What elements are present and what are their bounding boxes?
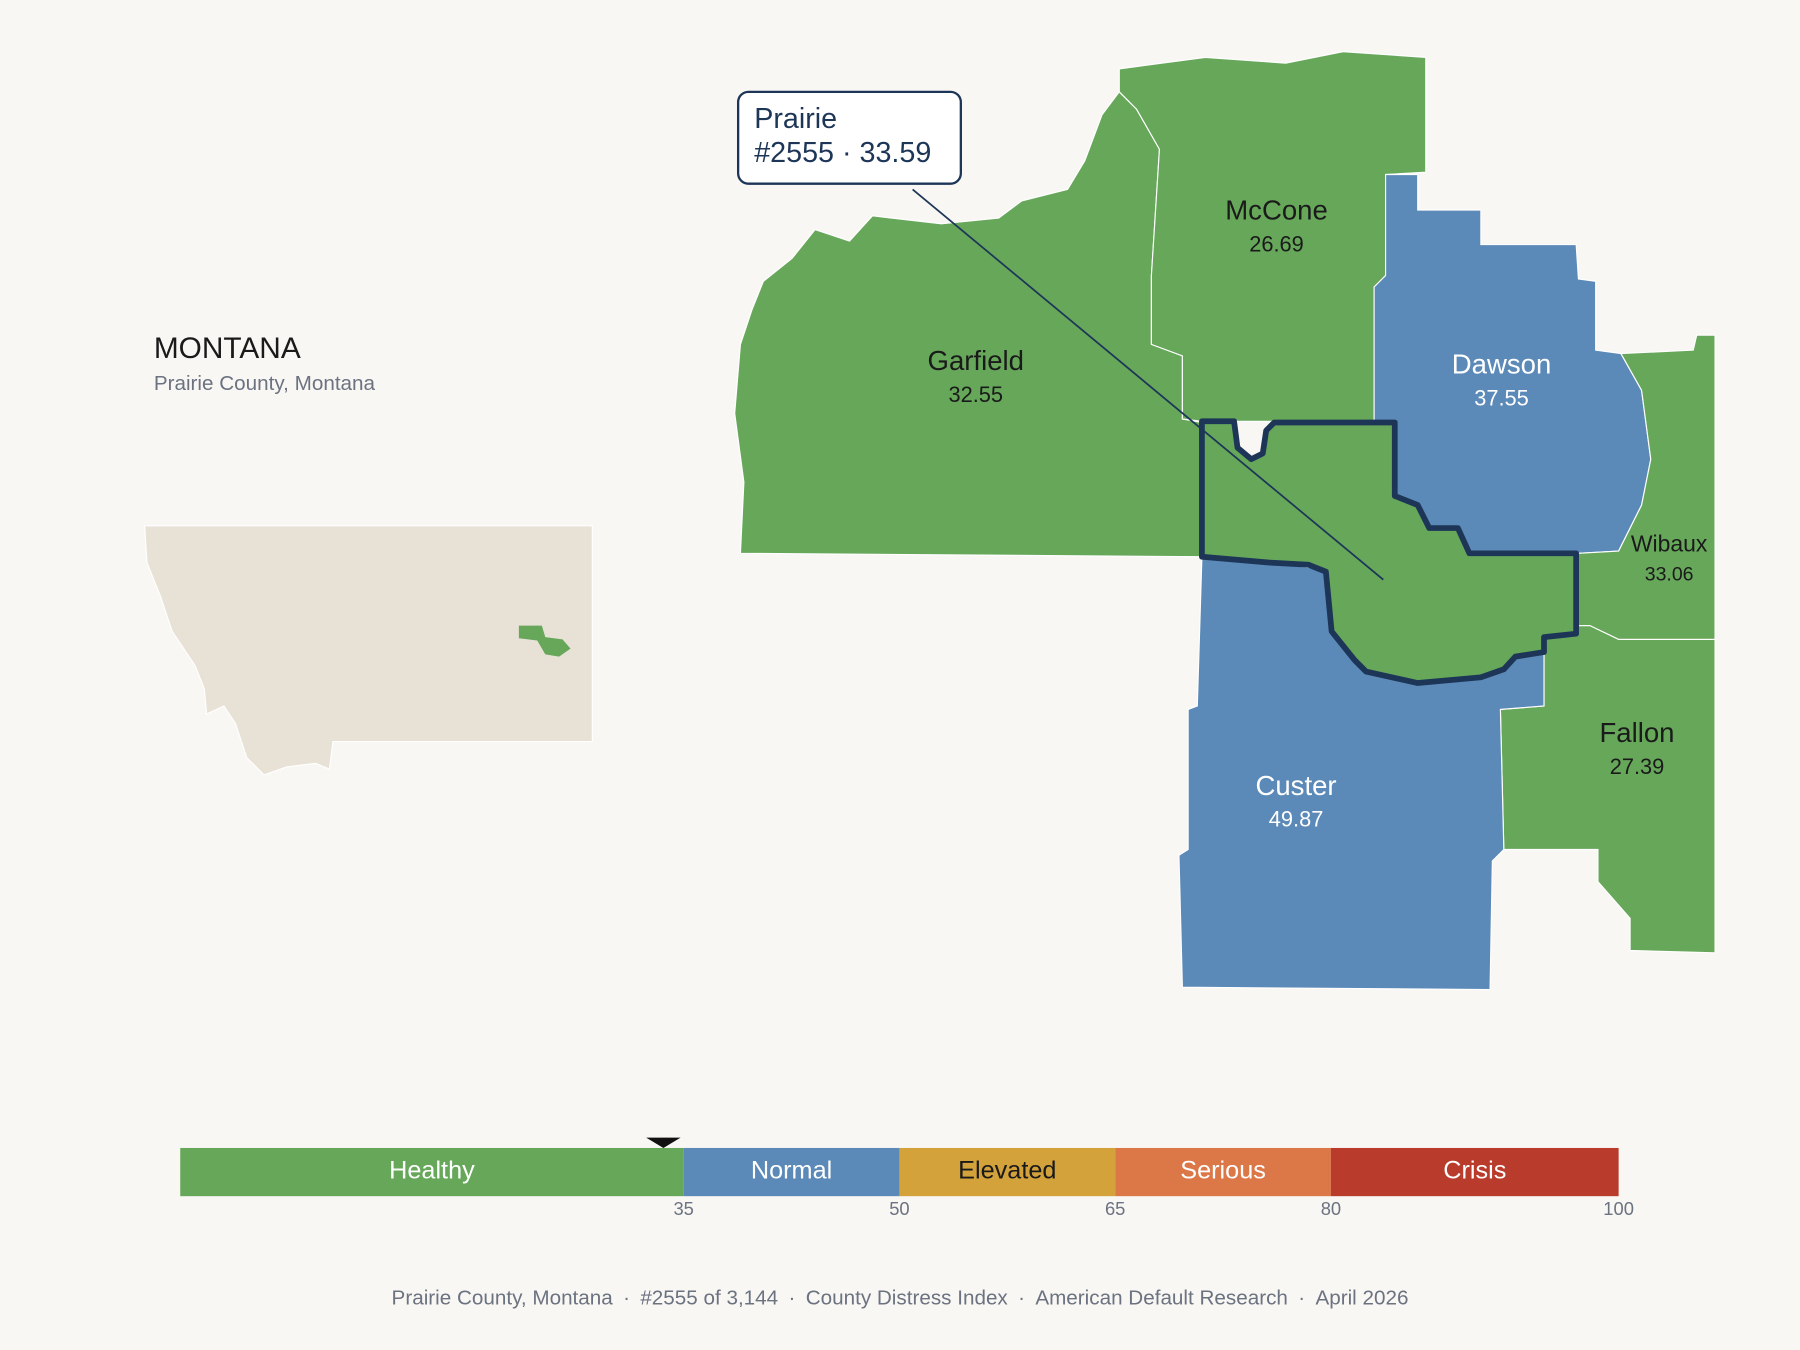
scale-bar: Healthy Normal Elevated Serious Crisis 35 50 65…	[180, 1137, 1634, 1219]
county-value: 27.39	[1610, 754, 1665, 779]
state-title: MONTANA	[154, 332, 301, 365]
county-name: Dawson	[1452, 348, 1552, 379]
county-value: 32.55	[948, 382, 1003, 407]
callout-rank: #2555	[754, 136, 834, 168]
county-map	[734, 51, 1716, 991]
separator: ·	[788, 1287, 795, 1310]
selected-county	[1199, 418, 1580, 686]
callout-box	[736, 90, 962, 185]
footer-item: County Distress Index	[806, 1287, 1009, 1310]
scale-tick-label: 65	[1105, 1198, 1125, 1219]
inset-map	[144, 525, 593, 776]
separator: ·	[842, 136, 852, 168]
scale-tick-label: 35	[673, 1198, 693, 1219]
scale-tick-label: 100	[1603, 1198, 1634, 1219]
scale-band	[683, 1147, 900, 1197]
footer-item: #2555 of 3,144	[640, 1287, 778, 1310]
county-value: 49.87	[1269, 807, 1324, 832]
footer: Prairie County, Montana · #2555 of 3,144…	[392, 1287, 1409, 1310]
footer-item: April 2026	[1315, 1287, 1408, 1310]
separator: ·	[623, 1287, 630, 1310]
separator: ·	[1298, 1287, 1305, 1310]
scale-band-label: Normal	[751, 1157, 832, 1185]
county-labels: Garfield 32.55 McCone 26.69 Dawson 37.55 Wibau…	[928, 195, 1708, 832]
scale-marker	[646, 1137, 681, 1148]
county-name: Custer	[1255, 770, 1336, 801]
county-name: McCone	[1225, 195, 1328, 226]
county-value: 26.69	[1249, 231, 1304, 256]
state-shape	[144, 525, 593, 776]
scale-band-label: Elevated	[958, 1157, 1056, 1185]
county-name: Wibaux	[1631, 530, 1708, 556]
scale-band-label: Healthy	[389, 1157, 475, 1185]
state-subtitle: Prairie County, Montana	[154, 372, 376, 395]
callout-name: Prairie	[754, 103, 837, 135]
callout-value: 33.59	[860, 136, 932, 168]
county-name: Fallon	[1599, 717, 1674, 748]
scale-band-label: Crisis	[1443, 1157, 1506, 1185]
scale-band	[899, 1147, 1116, 1197]
separator: ·	[1018, 1287, 1025, 1310]
callout-detail: #2555 · 33.59	[754, 136, 931, 168]
scale-band	[1115, 1147, 1331, 1197]
inset-highlight	[518, 625, 571, 657]
scale-tick-label: 80	[1321, 1198, 1341, 1219]
scale-band	[180, 1147, 684, 1197]
scale-band	[1330, 1147, 1619, 1197]
scale-tick-label: 50	[889, 1198, 909, 1219]
footer-item: American Default Research	[1035, 1287, 1288, 1310]
county-name: Garfield	[928, 345, 1024, 376]
footer-item: Prairie County, Montana	[392, 1287, 614, 1310]
scale-band-label: Serious	[1180, 1157, 1266, 1185]
county-value: 37.55	[1474, 385, 1529, 410]
callout-leader	[912, 188, 1384, 581]
county-value: 33.06	[1645, 563, 1694, 585]
